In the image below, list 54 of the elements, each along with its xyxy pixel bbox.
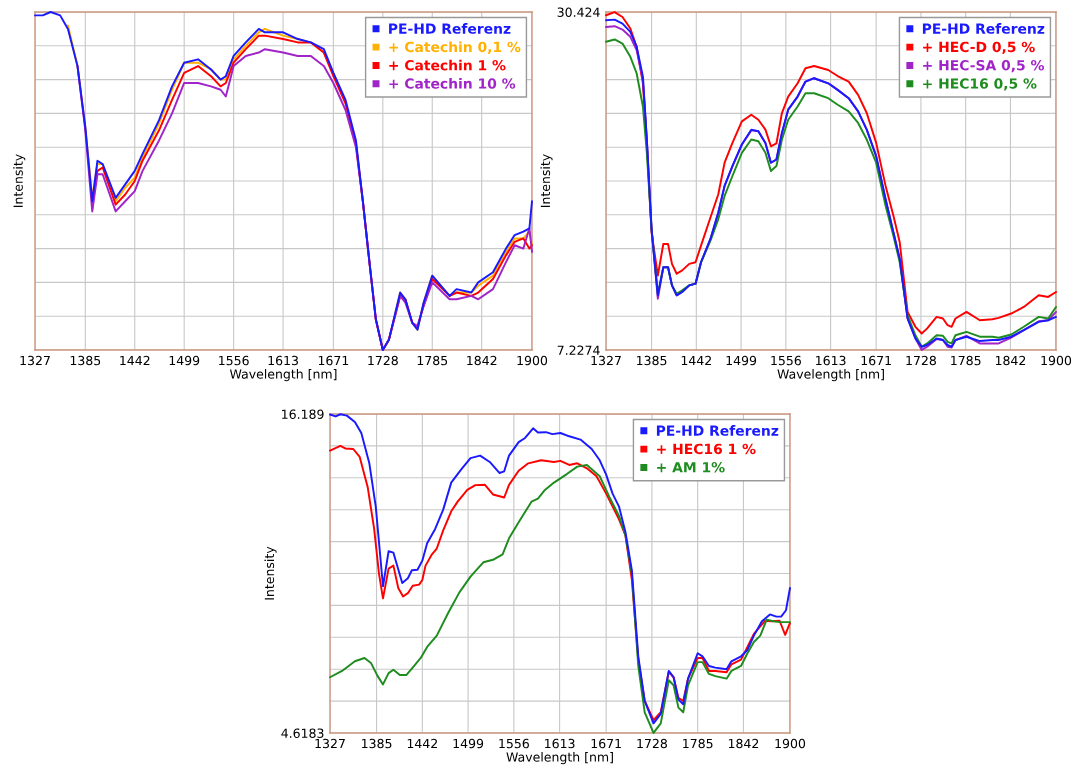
x-tick-label: 1842 <box>467 355 497 366</box>
x-tick-label: 1613 <box>545 738 575 749</box>
x-tick-label: 1385 <box>362 738 392 749</box>
x-tick-label: 1385 <box>70 355 101 366</box>
x-tick-label: 1671 <box>591 738 621 749</box>
y-tick-label: 4.6183 <box>281 728 324 738</box>
legend-label: + HEC16 1 % <box>657 443 756 455</box>
x-tick-label: 1556 <box>219 355 249 366</box>
x-tick-label: 1327 <box>591 355 621 366</box>
x-tick-label: 1385 <box>637 355 667 366</box>
x-axis-title: Wavelength [nm] <box>229 369 337 382</box>
x-tick-label: 1785 <box>683 738 713 749</box>
x-tick-label: 1785 <box>417 355 448 366</box>
x-tick-label: 1613 <box>268 355 298 366</box>
x-tick-label: 1499 <box>726 355 757 366</box>
y-tick-label: 16.189 <box>282 409 324 419</box>
y-tick-label: 30.424 <box>557 7 600 17</box>
legend-label: + AM 1% <box>657 461 725 473</box>
legend-label: + HEC-D 0,5 % <box>923 41 1035 54</box>
legend-label: PE-HD Referenz <box>656 425 779 436</box>
x-tick-label: 1900 <box>775 738 806 749</box>
y-axis-title: Intensity <box>540 154 553 207</box>
x-axis-title: Wavelength [nm] <box>506 752 613 765</box>
y-axis-title: Intensity <box>264 546 277 600</box>
x-tick-label: 1728 <box>637 738 667 749</box>
x-tick-label: 1442 <box>120 355 150 366</box>
x-tick-label: 1842 <box>995 355 1026 366</box>
x-tick-label: 1728 <box>906 355 936 366</box>
x-tick-label: 1900 <box>517 355 548 366</box>
x-tick-label: 1556 <box>499 738 529 749</box>
y-axis-title: Intensity <box>13 154 26 207</box>
x-tick-label: 1671 <box>861 355 891 366</box>
x-tick-label: 1499 <box>169 355 200 366</box>
x-tick-label: 1900 <box>1041 355 1072 366</box>
legend-label: + HEC16 0,5 % <box>923 78 1037 91</box>
x-tick-label: 1842 <box>728 738 759 749</box>
y-tick-label: 7.2274 <box>557 345 600 355</box>
legend-label: + Catechin 0,1 % <box>389 41 521 54</box>
x-tick-label: 1327 <box>315 738 345 749</box>
x-tick-label: 1556 <box>771 355 801 366</box>
x-tick-label: 1499 <box>453 738 484 749</box>
x-tick-label: 1785 <box>951 355 981 366</box>
legend-label: + Catechin 1 % <box>389 59 506 71</box>
legend-label: + Catechin 10 % <box>389 78 516 89</box>
legend-label: + HEC-SA 0,5 % <box>923 59 1045 73</box>
x-tick-label: 1671 <box>318 355 349 366</box>
x-tick-label: 1613 <box>816 355 846 366</box>
x-tick-label: 1442 <box>407 738 437 749</box>
x-tick-label: 1728 <box>368 355 398 366</box>
legend-label: PE-HD Referenz <box>922 23 1045 34</box>
x-tick-label: 1327 <box>20 355 50 366</box>
x-tick-label: 1442 <box>681 355 711 366</box>
x-axis-title: Wavelength [nm] <box>777 369 884 382</box>
legend-label: PE-HD Referenz <box>389 23 511 34</box>
